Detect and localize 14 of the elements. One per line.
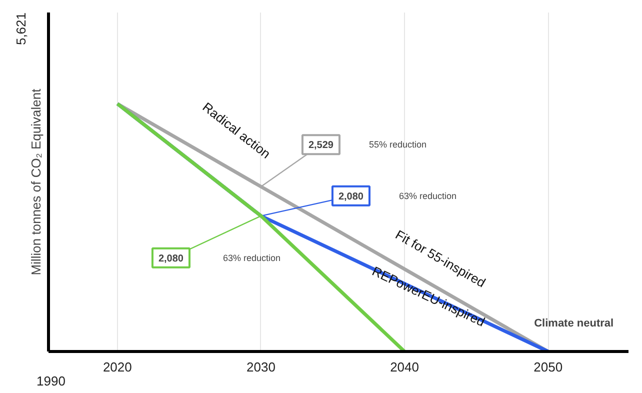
data-label: 2,080 [158, 253, 184, 264]
annotation: Climate neutral [534, 318, 614, 330]
x-tick-label: 2030 [246, 360, 276, 374]
x-tick-label: 2040 [390, 360, 419, 374]
annotation: 63% reduction [398, 190, 457, 201]
y-axis-title: Million tonnes of CO₂ Equivalent [28, 88, 44, 276]
annotation: 55% reduction [368, 140, 427, 150]
x-tick-label: 2020 [102, 360, 132, 374]
data-label: 2,080 [338, 191, 364, 202]
data-label: 2,529 [308, 140, 334, 152]
text: 5,621 [14, 12, 28, 46]
x-tick-label: 2050 [534, 360, 563, 374]
annotation: 63% reduction [222, 252, 281, 263]
text: 1990 [36, 374, 66, 388]
